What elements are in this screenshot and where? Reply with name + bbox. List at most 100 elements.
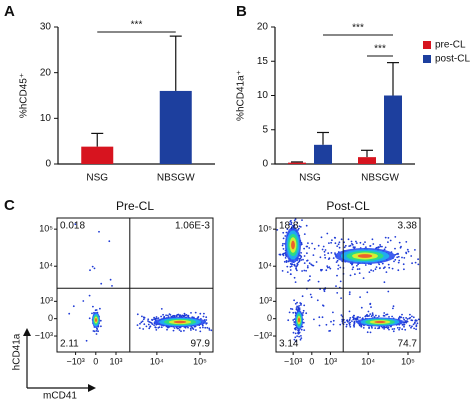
event-dot [378, 263, 381, 266]
arrow-head [23, 328, 96, 392]
event-dot [302, 258, 304, 261]
y-axis-label: %hCD45⁺ [19, 73, 30, 118]
event-dot [411, 319, 414, 322]
quadrant-value: 97.9 [191, 339, 211, 350]
event-dot [323, 288, 325, 291]
event-dot [359, 241, 362, 244]
event-dot [414, 319, 417, 322]
event-dot [155, 326, 157, 329]
event-dot [370, 315, 373, 318]
legend-label: pre-CL [435, 40, 466, 51]
event-dot [339, 323, 342, 326]
event-dot [349, 325, 352, 328]
event-dot [397, 261, 400, 264]
event-dot [325, 269, 328, 272]
event-dot [398, 241, 401, 244]
event-dot [192, 328, 195, 330]
event-dot [281, 270, 284, 272]
event-dot [396, 256, 399, 259]
event-dot [299, 302, 302, 304]
event-dot [290, 221, 293, 224]
event-dot [282, 248, 285, 250]
event-dot [293, 299, 295, 302]
x-tick-label: 0 [309, 356, 314, 366]
event-dot [293, 338, 296, 341]
x-tick-label: 10⁴ [150, 356, 164, 366]
event-dot [279, 253, 282, 256]
event-dot [68, 312, 71, 315]
event-dot [100, 325, 102, 328]
event-dot [300, 337, 303, 339]
quadrant-value: 0.018 [60, 221, 85, 232]
event-dot [371, 312, 374, 315]
event-dot [290, 223, 293, 226]
event-dot [401, 328, 404, 331]
event-dot [206, 326, 209, 329]
event-dot [405, 241, 408, 243]
event-dot [289, 273, 292, 276]
event-dot [355, 240, 357, 243]
quadrant-value: 2.11 [60, 339, 79, 350]
event-dot [364, 264, 367, 266]
y-tick-label: 20 [257, 22, 269, 33]
event-dot [306, 252, 308, 255]
event-dot [409, 313, 411, 316]
event-dot [300, 335, 302, 337]
event-dot [281, 253, 284, 256]
event-dot [157, 317, 160, 319]
event-dot [327, 252, 330, 255]
event-dot [317, 280, 320, 283]
event-dot [306, 266, 309, 269]
event-dot [372, 314, 374, 316]
event-dot [383, 328, 385, 330]
density-contour [95, 318, 97, 322]
event-dot [298, 260, 301, 263]
event-dot [142, 328, 145, 330]
event-dot [347, 238, 350, 241]
y-tick-label: 0 [48, 313, 53, 323]
x-axis-label: mCD41 [43, 391, 77, 402]
event-dot [301, 219, 303, 222]
event-dot [149, 326, 151, 328]
bar [81, 146, 114, 164]
event-dot [189, 327, 192, 330]
event-dot [155, 329, 158, 331]
event-dot [381, 245, 383, 248]
event-dot [318, 324, 321, 327]
event-dot [313, 318, 315, 321]
event-dot [319, 256, 322, 259]
event-dot [95, 333, 98, 335]
event-dot [344, 321, 346, 324]
event-dot [385, 271, 388, 273]
event-dot [324, 256, 327, 259]
event-dot [415, 324, 418, 327]
event-dot [322, 245, 325, 248]
event-dot [166, 328, 168, 331]
event-dot [91, 312, 93, 315]
event-dot [352, 324, 355, 327]
event-dot [340, 238, 343, 241]
event-dot [302, 309, 305, 312]
event-dot [403, 325, 405, 328]
event-dot [302, 311, 304, 314]
event-dot [155, 316, 158, 318]
event-dot [412, 316, 415, 319]
event-dot [153, 324, 156, 326]
event-dot [296, 309, 299, 311]
event-dot [281, 244, 284, 247]
event-dot [180, 330, 182, 333]
event-dot [402, 263, 405, 266]
event-dot [393, 260, 395, 263]
event-dot [356, 316, 359, 319]
event-dot [321, 316, 324, 319]
event-dot [337, 268, 339, 270]
event-dot [328, 242, 330, 245]
event-dot [352, 316, 355, 319]
density-contour [374, 320, 386, 324]
event-dot [286, 265, 289, 268]
event-dot [384, 246, 387, 249]
y-tick-label: −10³ [254, 330, 272, 340]
event-dot [202, 315, 205, 318]
event-dot [413, 322, 416, 324]
event-dot [294, 218, 297, 221]
